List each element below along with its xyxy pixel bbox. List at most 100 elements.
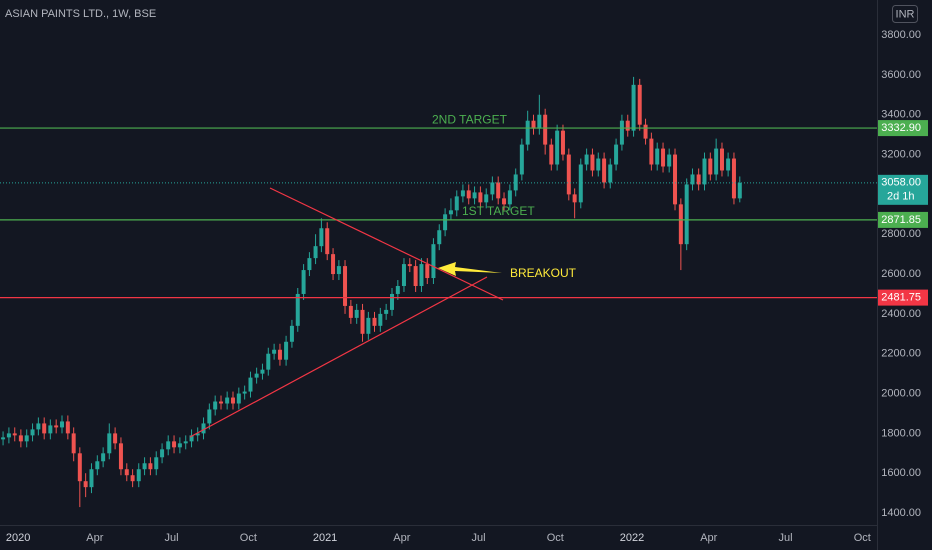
- x-tick-label: Apr: [393, 532, 410, 544]
- candle-body: [195, 433, 200, 436]
- candle-body: [702, 158, 707, 185]
- candle-body: [643, 124, 648, 139]
- candle-body: [566, 154, 571, 195]
- candle-body: [248, 377, 253, 392]
- candle-body: [655, 148, 660, 165]
- candle-body: [107, 433, 112, 454]
- candle-body: [549, 144, 554, 165]
- candle-body: [213, 401, 218, 410]
- candle-body: [631, 84, 636, 131]
- candle-body: [307, 258, 312, 271]
- last-price-label: 3058.00: [881, 177, 921, 189]
- candle-body: [319, 228, 324, 247]
- candle-body: [166, 441, 171, 450]
- candle-body: [578, 164, 583, 203]
- candle-body: [289, 325, 294, 342]
- y-tick-label: 1800.00: [881, 427, 921, 439]
- candle-body: [708, 158, 713, 175]
- candle-body: [360, 309, 365, 334]
- candle-body: [301, 270, 306, 294]
- candle-body: [460, 190, 465, 197]
- candle-body: [266, 353, 271, 370]
- candle-body: [649, 138, 654, 165]
- candle-body: [519, 144, 524, 175]
- breakout-arrow: [438, 262, 502, 276]
- level-price-box: [878, 289, 928, 306]
- candle-body: [590, 154, 595, 171]
- candle-body: [484, 194, 489, 203]
- candle-body: [130, 475, 135, 482]
- last-price-box: [878, 174, 928, 205]
- candle-body: [407, 264, 412, 267]
- candle-body: [543, 114, 548, 145]
- candle-body: [124, 469, 129, 476]
- candle-body: [236, 393, 241, 404]
- candle-body: [254, 373, 259, 378]
- currency-button[interactable]: [892, 5, 918, 23]
- candle-body: [608, 164, 613, 183]
- candle-body: [389, 293, 394, 310]
- candle-body: [325, 228, 330, 255]
- candle-body: [1, 437, 6, 440]
- candle-body: [596, 158, 601, 171]
- candle-body: [183, 441, 188, 444]
- y-tick-label: 2200.00: [881, 348, 921, 360]
- y-tick-label: 3600.00: [881, 69, 921, 81]
- candle-body: [560, 130, 565, 155]
- candle-body: [625, 120, 630, 131]
- candle-body: [696, 174, 701, 185]
- candle-body: [531, 120, 536, 129]
- x-tick-label: Jul: [472, 532, 486, 544]
- x-tick-label: Apr: [86, 532, 103, 544]
- candle-body: [272, 349, 277, 354]
- candle-body: [284, 341, 289, 360]
- candle-body: [343, 266, 348, 306]
- candle-body: [413, 266, 418, 287]
- candle-body: [48, 425, 53, 434]
- trend-line-down: [269, 187, 504, 301]
- level-annotation: 1ST TARGET: [462, 204, 535, 218]
- x-tick-label: 2021: [313, 532, 337, 544]
- candle-body: [395, 286, 400, 294]
- candle-body: [425, 264, 430, 279]
- candle-body: [142, 463, 147, 470]
- candle-body: [12, 433, 17, 436]
- candle-body: [667, 154, 672, 167]
- candle-body: [18, 435, 23, 442]
- candle-body: [726, 158, 731, 171]
- candle-body: [154, 457, 159, 470]
- candle-body: [54, 425, 59, 428]
- x-tick-label: 2020: [6, 532, 30, 544]
- candle-body: [537, 114, 542, 129]
- candle-body: [336, 266, 341, 275]
- x-tick-label: Oct: [547, 532, 564, 544]
- candle-body: [619, 120, 624, 145]
- y-tick-label: 3400.00: [881, 109, 921, 121]
- candle-body: [378, 313, 383, 326]
- currency-label[interactable]: INR: [896, 8, 915, 20]
- y-tick-label: 2800.00: [881, 228, 921, 240]
- candle-body: [502, 198, 507, 205]
- candle-body: [555, 130, 560, 165]
- x-tick-label: Oct: [854, 532, 871, 544]
- candle-body: [77, 453, 82, 482]
- candle-body: [401, 264, 406, 287]
- level-price-label: 3332.90: [881, 122, 921, 134]
- candle-body: [177, 443, 182, 448]
- candle-body: [160, 449, 165, 458]
- level-annotation: 2ND TARGET: [432, 112, 508, 126]
- candle-body: [454, 196, 459, 211]
- candle-body: [230, 397, 235, 404]
- candle-body: [572, 194, 577, 203]
- candle-body: [719, 148, 724, 171]
- candle-body: [89, 469, 94, 488]
- candle-body: [71, 433, 76, 454]
- candle-body: [437, 230, 442, 245]
- candle-body: [714, 148, 719, 175]
- candle-body: [201, 423, 206, 434]
- y-tick-label: 1600.00: [881, 467, 921, 479]
- candle-body: [507, 190, 512, 205]
- candle-body: [148, 463, 153, 470]
